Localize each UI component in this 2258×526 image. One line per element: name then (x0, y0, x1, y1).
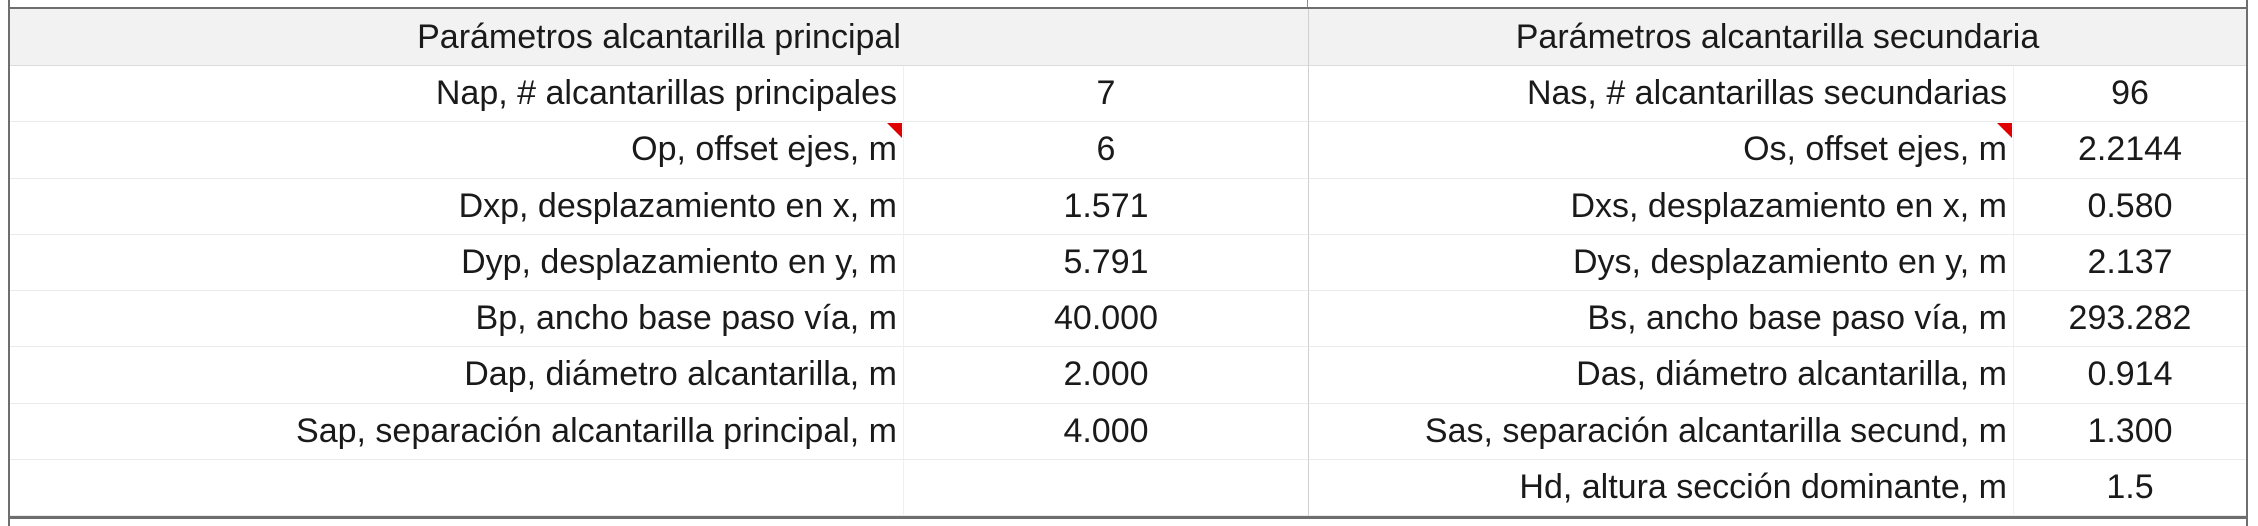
principal-value-cell[interactable]: 7 (903, 66, 1308, 123)
secundaria-label-text: Os, offset ejes, m (1743, 130, 2007, 169)
secundaria-value-cell[interactable]: 293.282 (2013, 291, 2246, 348)
secundaria-label-cell[interactable]: Sas, separación alcantarilla secund, m (1308, 403, 2013, 460)
principal-label-cell-commented[interactable]: Op, offset ejes, m (10, 122, 903, 179)
secundaria-label-cell[interactable]: Hd, altura sección dominante, m (1308, 459, 2013, 516)
empty-cell[interactable] (903, 459, 1308, 516)
principal-value-cell[interactable]: 2.000 (903, 347, 1308, 404)
principal-label-cell[interactable]: Sap, separación alcantarilla principal, … (10, 404, 903, 460)
secundaria-label-cell[interactable]: Dys, desplazamiento en y, m (1308, 234, 2013, 291)
left-border (8, 0, 10, 526)
comment-indicator-icon[interactable] (887, 123, 902, 139)
secundaria-value-cell[interactable]: 1.5 (2013, 459, 2246, 516)
principal-header-cell[interactable]: Parámetros alcantarilla principal (10, 9, 1308, 66)
principal-value-cell[interactable]: 4.000 (903, 403, 1308, 460)
secundaria-value-cell[interactable]: 1.300 (2013, 403, 2246, 460)
secundaria-label-cell[interactable]: Das, diámetro alcantarilla, m (1308, 347, 2013, 404)
secundaria-value-cell[interactable]: 96 (2013, 66, 2246, 123)
principal-label-cell[interactable]: Bp, ancho base paso vía, m (10, 291, 903, 348)
principal-value-cell[interactable]: 40.000 (903, 291, 1308, 348)
right-border (2246, 0, 2248, 526)
secundaria-label-cell-commented[interactable]: Os, offset ejes, m (1308, 122, 2013, 179)
parameters-table: Parámetros alcantarilla principal Paráme… (10, 9, 2246, 516)
secundaria-value-cell[interactable]: 2.137 (2013, 234, 2246, 291)
principal-label-cell[interactable]: Dap, diámetro alcantarilla, m (10, 347, 903, 404)
column-divider-tick (1307, 0, 1308, 8)
secundaria-value-cell[interactable]: 0.914 (2013, 347, 2246, 404)
principal-value-cell[interactable]: 1.571 (903, 178, 1308, 235)
secundaria-label-cell[interactable]: Dxs, desplazamiento en x, m (1308, 178, 2013, 235)
principal-label-cell[interactable]: Dxp, desplazamiento en x, m (10, 179, 903, 235)
principal-label-cell[interactable]: Nap, # alcantarillas principales (10, 66, 903, 123)
empty-cell[interactable] (10, 460, 903, 516)
principal-value-cell[interactable]: 6 (903, 122, 1308, 179)
secundaria-label-cell[interactable]: Nas, # alcantarillas secundarias (1308, 66, 2013, 123)
secundaria-label-cell[interactable]: Bs, ancho base paso vía, m (1308, 291, 2013, 348)
secundaria-header-cell[interactable]: Parámetros alcantarilla secundaria (1308, 9, 2246, 66)
principal-label-cell[interactable]: Dyp, desplazamiento en y, m (10, 235, 903, 291)
top-border (8, 7, 2248, 9)
secundaria-value-cell[interactable]: 2.2144 (2013, 122, 2246, 179)
secundaria-value-cell[interactable]: 0.580 (2013, 178, 2246, 235)
principal-value-cell[interactable]: 5.791 (903, 234, 1308, 291)
principal-label-text: Op, offset ejes, m (631, 130, 897, 169)
bottom-border (8, 516, 2248, 519)
comment-indicator-icon[interactable] (1997, 123, 2012, 139)
